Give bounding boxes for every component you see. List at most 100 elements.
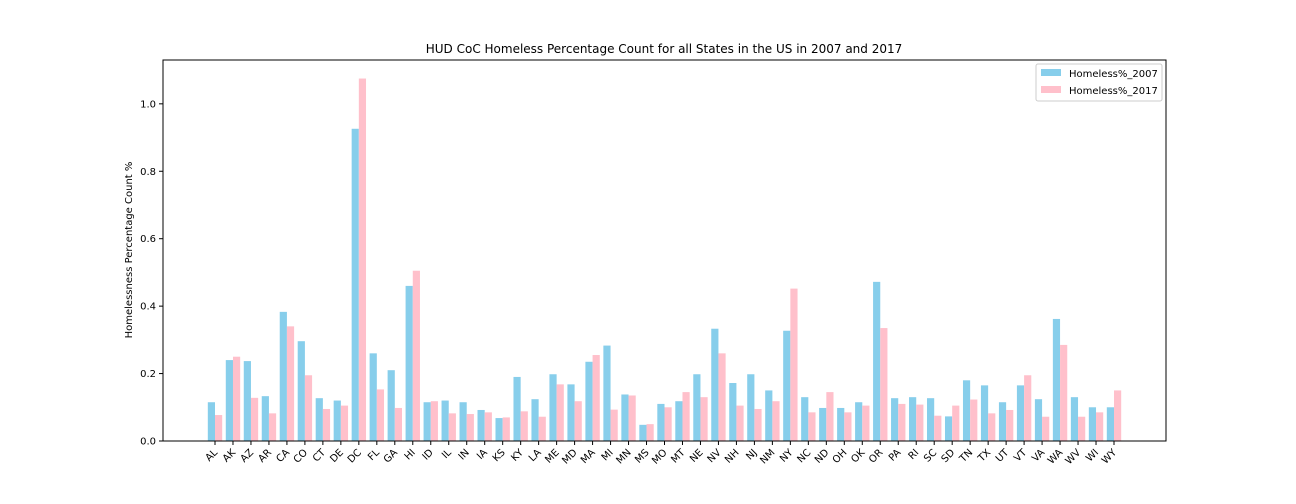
bar-MD-2007 bbox=[567, 384, 575, 441]
bar-LA-2017 bbox=[538, 416, 546, 441]
bar-SC-2017 bbox=[934, 415, 942, 441]
bar-WY-2017 bbox=[1114, 390, 1122, 441]
bar-WA-2017 bbox=[1060, 344, 1068, 441]
bar-NV-2007 bbox=[711, 328, 719, 441]
bar-DC-2017 bbox=[358, 78, 367, 441]
bar-RI-2007 bbox=[909, 397, 917, 441]
legend-box bbox=[1035, 63, 1163, 102]
bar-PA-2007 bbox=[891, 398, 899, 441]
bar-NJ-2017 bbox=[754, 408, 762, 441]
bar-TN-2007 bbox=[962, 380, 971, 441]
bar-WI-2017 bbox=[1096, 412, 1104, 441]
bar-WY-2007 bbox=[1106, 407, 1114, 441]
bar-ME-2007 bbox=[549, 374, 557, 441]
bar-NC-2017 bbox=[808, 412, 816, 441]
bar-AZ-2007 bbox=[243, 361, 251, 441]
bar-ME-2017 bbox=[556, 384, 564, 441]
bar-MI-2017 bbox=[610, 409, 618, 441]
bar-MS-2017 bbox=[646, 424, 654, 441]
bar-IL-2007 bbox=[441, 400, 449, 441]
bar-AR-2017 bbox=[268, 413, 277, 441]
bar-ND-2007 bbox=[819, 407, 827, 441]
bar-GA-2007 bbox=[387, 370, 395, 441]
y-tick-label: 0.8 bbox=[140, 167, 156, 178]
bar-SD-2017 bbox=[952, 405, 960, 441]
y-tick-label: 1.0 bbox=[140, 99, 156, 110]
bar-ND-2017 bbox=[826, 392, 834, 441]
bar-NH-2007 bbox=[729, 383, 737, 441]
chart-title: HUD CoC Homeless Percentage Count for al… bbox=[426, 42, 903, 56]
y-tick-label: 0.0 bbox=[140, 437, 156, 448]
bar-MI-2007 bbox=[603, 345, 611, 441]
bar-IA-2017 bbox=[484, 412, 492, 441]
bar-WA-2007 bbox=[1052, 318, 1061, 441]
bar-CO-2017 bbox=[304, 375, 313, 441]
bar-MD-2017 bbox=[574, 401, 582, 441]
bar-MO-2007 bbox=[657, 403, 665, 441]
bar-HI-2017 bbox=[412, 270, 420, 441]
bar-CT-2017 bbox=[322, 408, 331, 441]
bar-NM-2017 bbox=[772, 401, 780, 441]
bar-VA-2017 bbox=[1042, 416, 1050, 441]
bar-GA-2017 bbox=[394, 407, 402, 441]
bar-TN-2017 bbox=[970, 399, 978, 441]
bar-CA-2007 bbox=[279, 311, 287, 441]
bar-OR-2017 bbox=[880, 328, 888, 441]
bar-MT-2007 bbox=[675, 401, 683, 441]
bar-PA-2017 bbox=[898, 403, 906, 441]
bar-SC-2007 bbox=[927, 398, 935, 441]
bar-KS-2017 bbox=[502, 417, 510, 441]
bar-IN-2007 bbox=[459, 402, 467, 441]
bar-CA-2017 bbox=[286, 326, 295, 441]
legend-swatch-2017 bbox=[1041, 86, 1061, 93]
bar-NE-2007 bbox=[693, 374, 701, 441]
bar-VA-2007 bbox=[1034, 399, 1043, 441]
bar-DC-2007 bbox=[351, 128, 359, 441]
bar-OR-2007 bbox=[873, 281, 881, 441]
bar-WI-2007 bbox=[1088, 407, 1097, 441]
bar-AL-2017 bbox=[215, 415, 223, 441]
bar-NJ-2007 bbox=[747, 374, 755, 441]
bar-MT-2017 bbox=[682, 392, 690, 441]
bar-NY-2017 bbox=[790, 288, 798, 441]
legend-swatch-2007 bbox=[1041, 69, 1061, 76]
y-axis: 0.0 0.2 0.4 0.6 0.8 1.0 bbox=[140, 99, 163, 448]
bar-WV-2017 bbox=[1078, 416, 1086, 441]
bar-AK-2017 bbox=[232, 356, 241, 441]
bar-LA-2007 bbox=[531, 399, 539, 441]
bar-MN-2007 bbox=[621, 394, 629, 441]
bar-SD-2007 bbox=[944, 416, 953, 441]
bar-ID-2007 bbox=[423, 402, 431, 441]
legend-label-2017: Homeless%_2017 bbox=[1069, 86, 1158, 97]
bar-MA-2007 bbox=[585, 361, 593, 441]
bar-IA-2007 bbox=[477, 409, 485, 441]
legend-label-2007: Homeless%_2007 bbox=[1069, 69, 1158, 80]
bar-FL-2017 bbox=[376, 389, 385, 441]
bar-TX-2007 bbox=[980, 385, 989, 441]
bar-CT-2007 bbox=[315, 398, 323, 441]
y-tick-label: 0.4 bbox=[140, 302, 156, 313]
bar-KY-2007 bbox=[513, 376, 521, 441]
plot-frame bbox=[162, 59, 1167, 442]
bar-OK-2017 bbox=[862, 405, 870, 441]
bar-NV-2017 bbox=[718, 353, 726, 441]
bar-NE-2017 bbox=[700, 397, 708, 441]
bar-CO-2007 bbox=[297, 341, 305, 441]
bar-NY-2007 bbox=[783, 330, 791, 441]
bar-IN-2017 bbox=[466, 414, 474, 441]
bar-ID-2017 bbox=[430, 401, 438, 441]
bar-UT-2017 bbox=[1006, 409, 1014, 441]
bars-group bbox=[207, 78, 1122, 441]
bar-IL-2017 bbox=[448, 413, 456, 441]
bar-MO-2017 bbox=[664, 407, 672, 441]
legend: Homeless%_2007 Homeless%_2017 bbox=[1035, 63, 1163, 102]
bar-VT-2017 bbox=[1024, 375, 1032, 441]
bar-TX-2017 bbox=[988, 413, 996, 441]
y-tick-label: 0.6 bbox=[140, 234, 156, 245]
bar-MS-2007 bbox=[639, 424, 647, 441]
bar-AR-2007 bbox=[261, 396, 269, 441]
bar-RI-2017 bbox=[916, 404, 924, 441]
bar-MN-2017 bbox=[628, 395, 636, 441]
bar-UT-2007 bbox=[998, 402, 1007, 441]
